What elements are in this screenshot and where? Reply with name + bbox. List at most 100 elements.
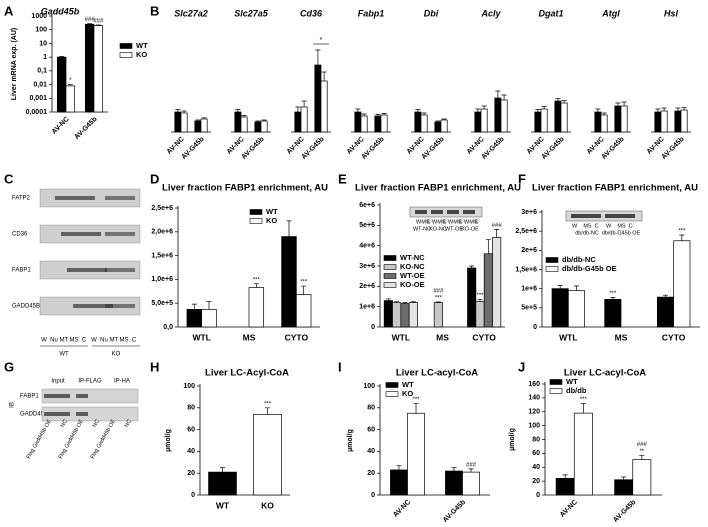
blot-band bbox=[61, 232, 101, 236]
bar bbox=[500, 99, 508, 133]
bar bbox=[374, 115, 382, 133]
error-bar bbox=[481, 105, 487, 109]
bar bbox=[656, 296, 675, 328]
blot-band bbox=[571, 214, 601, 218]
error-bar bbox=[241, 115, 247, 117]
chart-title: Liver fraction FABP1 enrichment, AU bbox=[162, 183, 328, 194]
blot-row-label: FABP1 bbox=[12, 268, 31, 274]
bar bbox=[567, 290, 586, 328]
lane-label: MS bbox=[70, 338, 79, 344]
bar bbox=[93, 25, 104, 113]
x-tick-label: WTL bbox=[192, 332, 210, 342]
error-bar bbox=[573, 285, 579, 291]
bar bbox=[414, 111, 422, 133]
y-tick-label: 0 bbox=[536, 492, 540, 499]
lane-label: MS bbox=[469, 219, 478, 225]
bar bbox=[240, 116, 248, 133]
bar bbox=[483, 253, 493, 328]
blot-side-label: IB bbox=[10, 402, 16, 408]
error-bar bbox=[255, 120, 261, 122]
legend-swatch bbox=[383, 264, 397, 270]
error-bar bbox=[413, 403, 419, 414]
y-tick-label: 0 bbox=[371, 324, 375, 331]
bar bbox=[614, 479, 634, 496]
blot-band bbox=[73, 304, 113, 308]
blot-header: IP-FLAG bbox=[78, 379, 102, 385]
legend-label: WT bbox=[566, 377, 578, 386]
y-tick-label: 0,0 bbox=[163, 324, 173, 331]
legend-swatch bbox=[383, 255, 397, 261]
y-tick-label: 0 bbox=[371, 492, 375, 499]
lane-label: W bbox=[41, 338, 47, 344]
error-bar bbox=[541, 106, 547, 109]
y-tick-label: 0,0001 bbox=[26, 109, 48, 116]
bar bbox=[420, 114, 428, 133]
bar bbox=[600, 114, 608, 133]
error-bar bbox=[595, 108, 601, 112]
chart-title: Gadd45b bbox=[41, 6, 80, 16]
bar bbox=[440, 119, 448, 133]
error-bar bbox=[301, 100, 307, 107]
error-bar bbox=[441, 118, 447, 120]
y-tick-label: 20 bbox=[532, 478, 540, 485]
legend-label: db/db-NC bbox=[562, 255, 596, 264]
panel-title: Atgl bbox=[601, 8, 620, 18]
y-tick-label: 60 bbox=[367, 426, 375, 433]
y-axis-label: µmol/g bbox=[347, 429, 354, 452]
y-tick-label: 1,0e+6 bbox=[151, 276, 173, 283]
bar bbox=[573, 412, 593, 496]
x-tick-label: KO bbox=[261, 500, 274, 510]
lane-label: C bbox=[427, 219, 431, 225]
error-bar bbox=[580, 403, 586, 414]
legend-swatch bbox=[249, 209, 263, 215]
blot-band bbox=[105, 268, 135, 272]
panel-label: C bbox=[4, 171, 14, 186]
blot-row-label: FATP2 bbox=[12, 196, 31, 202]
significance: ### bbox=[85, 17, 96, 23]
panel-label: J bbox=[518, 359, 525, 374]
error-bar bbox=[535, 109, 541, 112]
error-bar bbox=[675, 107, 681, 111]
group-label: WT-OE bbox=[445, 226, 463, 232]
bar bbox=[604, 299, 622, 328]
panel-title: Hsl bbox=[664, 8, 679, 18]
error-bar bbox=[421, 112, 427, 115]
legend-label: db/db-G45b OE bbox=[562, 264, 617, 273]
bar bbox=[445, 470, 463, 496]
bar bbox=[234, 111, 242, 133]
lane-label: Nu bbox=[100, 338, 108, 344]
error-bar bbox=[181, 110, 187, 113]
panel-label: A bbox=[4, 3, 14, 18]
lane-label: MT bbox=[110, 338, 119, 344]
x-tick-label: CYTO bbox=[662, 332, 686, 342]
lane-label: MS bbox=[421, 219, 430, 225]
bar bbox=[253, 413, 282, 496]
error-bar bbox=[295, 106, 301, 112]
bar bbox=[554, 100, 562, 133]
y-tick-label: 100 bbox=[183, 383, 195, 390]
error-bar bbox=[235, 109, 241, 112]
error-bar bbox=[475, 108, 481, 112]
bar bbox=[194, 120, 202, 133]
error-bar bbox=[396, 465, 402, 470]
bar bbox=[673, 240, 691, 328]
panel-title: Cd36 bbox=[300, 8, 323, 18]
y-tick-label: 4e+6 bbox=[359, 243, 375, 250]
group-label: KO bbox=[112, 352, 121, 358]
blot-band bbox=[105, 232, 135, 236]
chart-title: Liver LC-acyl-CoA bbox=[564, 368, 646, 379]
error-bar bbox=[601, 112, 607, 115]
significance: *** bbox=[264, 401, 272, 407]
bar bbox=[174, 111, 182, 133]
legend-label: KO bbox=[266, 216, 277, 225]
bar bbox=[474, 111, 482, 133]
panel-title: Slc27a2 bbox=[174, 8, 208, 18]
x-tick-label: CYTO bbox=[472, 332, 496, 342]
y-tick-label: 100 bbox=[528, 422, 540, 429]
chart-title: Liver LC-Acyl-CoA bbox=[205, 368, 289, 379]
error-bar bbox=[435, 120, 441, 122]
legend-label: WT bbox=[136, 41, 148, 50]
error-bar bbox=[175, 109, 181, 112]
x-tick-label: MS bbox=[615, 332, 628, 342]
